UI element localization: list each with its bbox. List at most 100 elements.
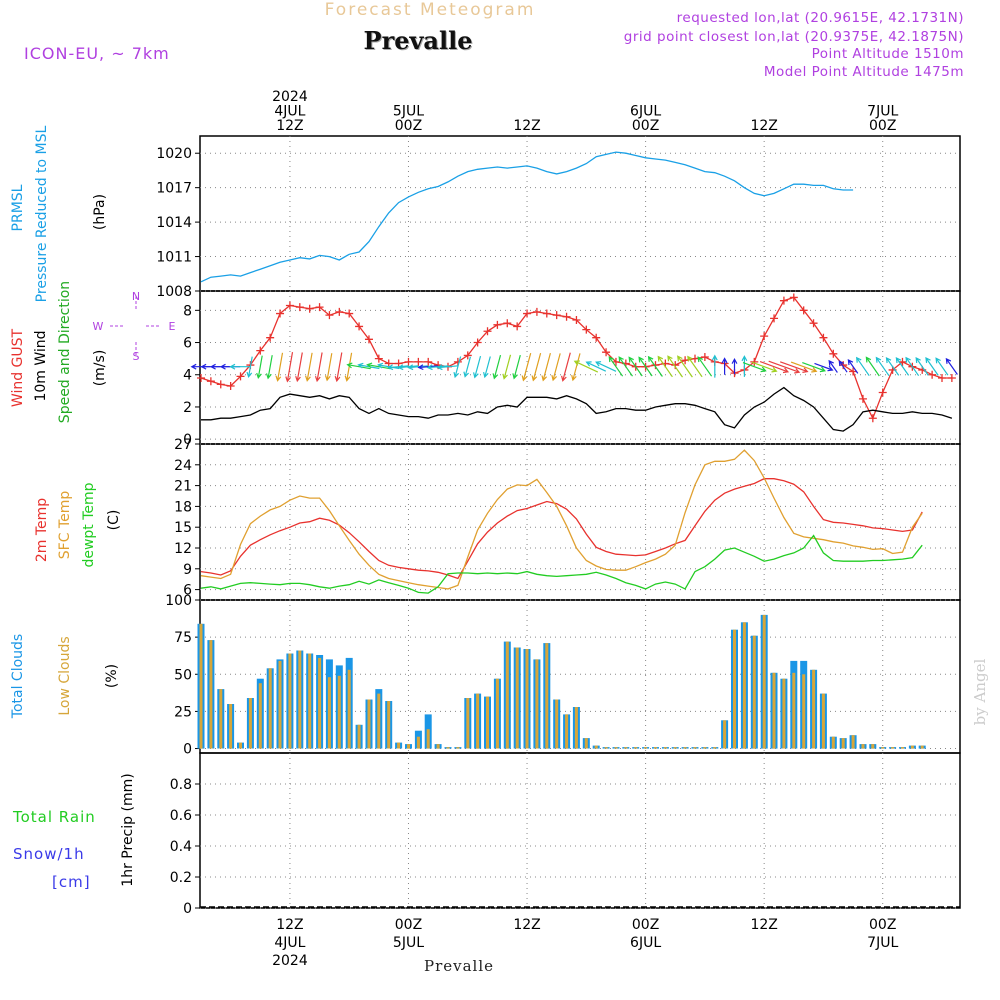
low-cloud-bar	[792, 672, 796, 749]
low-cloud-bar	[624, 747, 628, 749]
low-cloud-bar	[377, 693, 381, 749]
wind-direction-arrow	[885, 356, 900, 376]
y-tick-label: 100	[165, 593, 192, 609]
low-cloud-bar	[584, 738, 588, 749]
wind-direction-arrow	[561, 352, 571, 382]
low-cloud-bar	[604, 747, 608, 749]
wind-direction-arrow	[667, 355, 683, 378]
low-cloud-bar	[693, 747, 697, 749]
gust-marker	[483, 327, 492, 336]
y-tick-label: 21	[174, 479, 192, 495]
low-cloud-bar	[327, 677, 331, 749]
y-tick-label: 2	[183, 400, 192, 416]
low-cloud-bar	[644, 747, 648, 749]
gust-marker	[671, 361, 680, 370]
time-tick-label-bottom: 5JUL	[393, 935, 424, 951]
series-line-prmsl	[200, 151, 854, 283]
gridpoint-coords: grid point closest lon,lat (20.9375E, 42…	[623, 29, 964, 45]
time-tick-label-bottom: 00Z	[395, 917, 422, 933]
low-cloud-bar	[752, 635, 756, 749]
time-tick-label-top: 7JUL	[867, 104, 898, 120]
gust-marker	[305, 304, 314, 313]
wind-direction-arrow	[741, 355, 748, 377]
low-cloud-bar	[199, 623, 203, 749]
wind-direction-arrow	[855, 356, 870, 377]
y-tick-label: 25	[174, 704, 192, 720]
series-line-10m-wind	[201, 386, 953, 432]
wind-direction-arrow	[814, 362, 834, 372]
wind-direction-arrow	[802, 362, 826, 373]
gust-marker	[216, 380, 225, 389]
y-tick-label: 27	[174, 437, 192, 453]
wind-direction-arrow	[905, 356, 920, 377]
gust-marker	[364, 335, 373, 344]
low-cloud-bar	[367, 699, 371, 749]
wind-direction-arrow	[595, 361, 617, 372]
gust-marker	[562, 312, 571, 321]
y-tick-label: 0	[183, 901, 192, 917]
low-cloud-bar	[308, 653, 312, 749]
y-tick-label: 0	[183, 742, 192, 758]
gust-marker	[315, 303, 324, 312]
low-cloud-bar	[565, 714, 569, 749]
time-tick-label-bottom: 7JUL	[867, 935, 898, 951]
low-cloud-bar	[901, 747, 904, 749]
low-cloud-bar	[229, 704, 233, 749]
wind-direction-arrow	[779, 361, 809, 373]
wind-direction-arrow	[768, 360, 801, 374]
series-line-dewpt-temp	[200, 534, 923, 594]
wind-direction-arrow	[697, 356, 713, 377]
gust-marker	[592, 333, 601, 342]
series-line-2m-temp	[200, 478, 923, 580]
gust-marker	[276, 309, 285, 318]
panel-frame	[199, 752, 961, 909]
low-cloud-bar	[525, 649, 529, 749]
gust-marker	[552, 311, 561, 320]
time-tick-label-top: 00Z	[632, 118, 659, 134]
y-tick-label: 50	[174, 667, 192, 683]
gust-marker	[789, 293, 798, 302]
panel-frame	[199, 443, 961, 601]
gust-marker	[700, 353, 709, 362]
wind-direction-arrow	[838, 360, 848, 373]
wind-direction-arrow	[397, 364, 419, 371]
wind-direction-arrow	[915, 356, 929, 376]
wind-direction-arrow	[847, 358, 859, 374]
time-tick-label-bottom: 12Z	[513, 917, 540, 933]
gust-marker	[414, 357, 423, 366]
low-cloud-bar	[535, 659, 539, 749]
gust-marker	[285, 301, 294, 310]
compass-n-label: N	[132, 290, 140, 303]
gust-marker	[325, 311, 334, 320]
snow-unit-label: [cm]	[52, 873, 91, 891]
gust-marker	[197, 373, 205, 382]
y-tick-label: 1008	[156, 284, 192, 300]
low-cloud-bar	[278, 660, 282, 749]
gust-marker	[868, 414, 877, 423]
time-tick-label-top: 2024	[272, 89, 308, 105]
low-cloud-bar	[841, 738, 845, 749]
low-cloud-bar	[248, 698, 252, 749]
time-tick-label-top: 4JUL	[274, 104, 305, 120]
low-cloud-bar	[614, 747, 618, 749]
low-cloud-bar	[762, 614, 766, 749]
y-tick-label: 1014	[156, 215, 192, 231]
y-tick-label: 6	[183, 336, 192, 352]
gust-marker	[819, 333, 828, 342]
wind-direction-arrow	[492, 354, 502, 380]
time-tick-label-top: 6JUL	[630, 104, 661, 120]
gust-marker	[256, 346, 265, 355]
wind-direction-arrow	[790, 361, 818, 373]
wind-direction-arrow	[521, 352, 532, 382]
compass-e-label: E	[169, 320, 176, 333]
wind-direction-arrow	[295, 352, 303, 383]
wind-direction-arrow	[314, 352, 323, 383]
low-cloud-bar	[673, 747, 677, 749]
wind-direction-arrow	[742, 362, 767, 373]
wind-direction-arrow	[657, 355, 673, 378]
low-cloud-bar	[387, 701, 391, 749]
y-tick-label: 15	[174, 520, 192, 536]
gust-marker	[542, 309, 551, 318]
compass-w-label: W	[93, 320, 104, 333]
wind-direction-arrow	[436, 364, 459, 371]
